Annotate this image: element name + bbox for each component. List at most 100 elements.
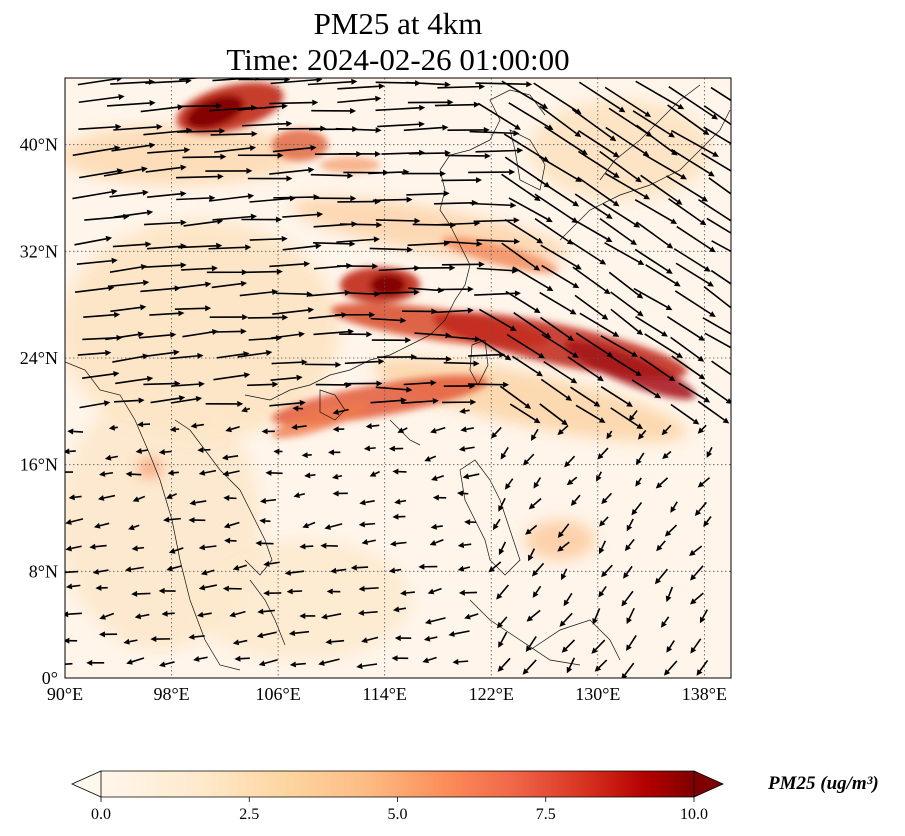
wind-arrowhead xyxy=(115,123,122,130)
wind-arrowhead xyxy=(478,83,486,90)
wind-arrow xyxy=(477,102,517,128)
wind-arrowhead xyxy=(306,291,313,298)
wind-arrow xyxy=(83,314,115,319)
wind-arrow xyxy=(570,386,596,405)
wind-arrow xyxy=(104,612,115,618)
wind-arrow xyxy=(600,335,634,355)
wind-arrowhead xyxy=(509,325,517,331)
wind-arrowhead xyxy=(572,200,580,207)
wind-arrowhead xyxy=(594,665,602,672)
wind-arrow xyxy=(602,203,636,226)
wind-arrow xyxy=(501,173,537,199)
wind-arrowhead xyxy=(156,123,163,130)
map-frame xyxy=(64,77,732,679)
wind-arrowhead xyxy=(209,195,216,201)
wind-arrow xyxy=(579,312,615,335)
wind-arrowhead xyxy=(709,246,716,253)
wind-arrow xyxy=(536,178,575,204)
lat-tick-label: 0° xyxy=(42,668,58,688)
wind-arrowhead xyxy=(277,152,284,159)
wind-arrow xyxy=(711,360,731,376)
wind-arrow xyxy=(634,198,673,222)
wind-arrowhead xyxy=(522,668,529,675)
wind-arrowhead xyxy=(561,646,569,653)
wind-arrow xyxy=(639,356,671,379)
wind-arrow xyxy=(336,238,375,243)
wind-arrow xyxy=(138,334,171,339)
wind-arrow xyxy=(628,607,635,620)
wind-arrow xyxy=(703,105,731,126)
wind-arrowhead xyxy=(298,331,305,338)
wind-arrowhead xyxy=(356,663,363,670)
wind-arrowhead xyxy=(525,645,532,653)
wind-arrowhead xyxy=(146,375,154,382)
wind-arrow xyxy=(331,639,345,643)
wind-arrow xyxy=(171,493,178,497)
wind-arrowhead xyxy=(498,641,504,648)
wind-arrow xyxy=(339,223,377,226)
wind-arrow xyxy=(535,585,542,594)
wind-arrow xyxy=(500,497,506,507)
longitude-tick-labels: 90°E 98°E 106°E 114°E 122°E 130°E 138°E xyxy=(47,684,727,704)
wind-arrow xyxy=(77,78,118,86)
wind-arrow xyxy=(150,397,180,404)
wind-arrow xyxy=(230,425,240,431)
wind-arrowhead xyxy=(232,564,240,571)
wind-arrow xyxy=(330,523,343,528)
wind-arrowhead xyxy=(347,328,355,335)
wind-arrowhead xyxy=(606,432,613,440)
wind-arrowhead xyxy=(247,193,255,200)
wind-arrowhead xyxy=(677,103,685,110)
wind-arrow xyxy=(568,657,576,669)
wind-arrowhead xyxy=(742,201,749,207)
wind-arrow xyxy=(170,355,198,360)
map-title: PM25 at 4km xyxy=(313,6,483,41)
wind-arrow xyxy=(638,452,645,461)
wind-arrow xyxy=(434,539,444,544)
wind-arrow xyxy=(110,306,141,313)
wind-arrow xyxy=(182,155,221,159)
wind-arrowhead xyxy=(473,360,480,367)
wind-arrowhead xyxy=(65,518,72,525)
wind-arrowhead xyxy=(689,598,697,605)
wind-arrow xyxy=(607,354,638,374)
wind-arrow xyxy=(672,501,678,509)
wind-arrow xyxy=(272,309,309,315)
wind-arrow xyxy=(594,639,606,651)
lat-tick-label: 32°N xyxy=(20,241,58,261)
wind-arrowhead xyxy=(391,655,398,662)
wind-arrowhead xyxy=(263,560,270,567)
wind-arrow xyxy=(308,291,345,297)
wind-arrowhead xyxy=(358,585,365,592)
wind-arrow xyxy=(229,521,240,527)
wind-arrowhead xyxy=(707,280,714,287)
wind-arrowhead xyxy=(271,289,279,295)
wind-arrowhead xyxy=(111,257,118,264)
wind-arrow xyxy=(563,568,568,576)
wind-arrowhead xyxy=(474,336,481,343)
wind-arrowhead xyxy=(432,398,439,405)
wind-arrow xyxy=(401,400,433,405)
wind-arrow xyxy=(700,381,728,402)
wind-arrowhead xyxy=(234,655,241,662)
wind-arrowhead xyxy=(673,280,681,287)
wind-arrowhead xyxy=(98,470,106,477)
wind-arrowhead xyxy=(281,235,288,242)
wind-arrowhead xyxy=(561,419,568,426)
wind-arrow xyxy=(670,129,715,155)
wind-arrow xyxy=(533,82,578,112)
wind-arrow xyxy=(374,470,380,475)
wind-arrowhead xyxy=(444,150,451,157)
wind-arrow xyxy=(369,247,408,251)
wind-arrowhead xyxy=(126,658,133,665)
wind-arrow xyxy=(703,126,731,145)
wind-arrowhead xyxy=(621,673,628,678)
colorbar-tick-label: 10.0 xyxy=(680,806,708,823)
wind-arrowhead xyxy=(328,449,335,456)
wind-arrow xyxy=(407,242,445,247)
wind-arrowhead xyxy=(499,351,506,358)
wind-arrowhead xyxy=(431,308,438,315)
wind-arrow xyxy=(106,102,150,107)
wind-arrow xyxy=(141,449,148,452)
wind-arrowhead xyxy=(197,447,204,454)
